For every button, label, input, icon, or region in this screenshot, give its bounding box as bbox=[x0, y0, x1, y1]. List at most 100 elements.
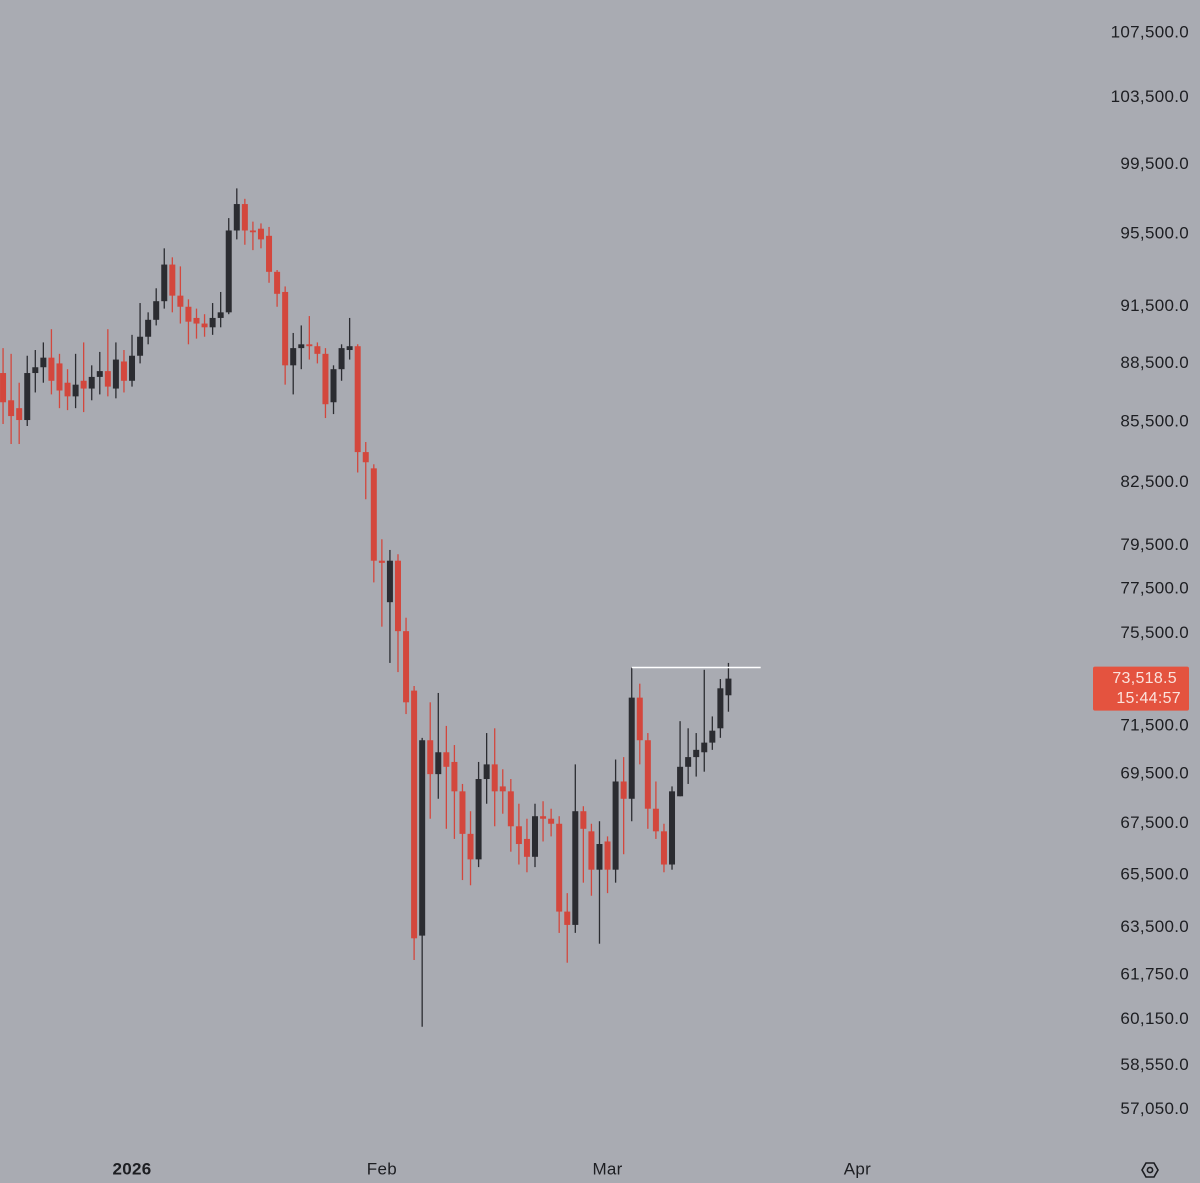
candle-body bbox=[644, 740, 651, 809]
x-tick-label: Apr bbox=[844, 1159, 871, 1178]
y-tick-label: 88,500.0 bbox=[1120, 353, 1189, 372]
candle-body bbox=[72, 384, 79, 397]
price-label: 73,518.5 bbox=[1112, 670, 1177, 687]
y-tick-label: 77,500.0 bbox=[1120, 578, 1189, 597]
candle-body bbox=[572, 811, 579, 925]
candle-body bbox=[378, 560, 385, 563]
candle-body bbox=[435, 752, 442, 775]
candle-body bbox=[548, 818, 555, 824]
candle-body bbox=[0, 373, 7, 403]
candle-body bbox=[620, 781, 627, 799]
candle-body bbox=[314, 346, 321, 354]
candle-body bbox=[40, 357, 47, 368]
candle-body bbox=[523, 838, 530, 857]
y-tick-label: 75,500.0 bbox=[1120, 623, 1189, 642]
candle-body bbox=[467, 833, 474, 860]
candle-body bbox=[120, 361, 127, 381]
x-tick-label: 2026 bbox=[113, 1159, 152, 1178]
candle-body bbox=[685, 757, 692, 767]
candle-body bbox=[532, 816, 539, 857]
y-tick-label: 67,500.0 bbox=[1120, 813, 1189, 832]
candle-body bbox=[386, 560, 393, 603]
candle-body bbox=[153, 301, 160, 320]
candle-body bbox=[725, 678, 732, 696]
y-tick-label: 69,500.0 bbox=[1120, 764, 1189, 783]
candle-body bbox=[491, 764, 498, 792]
candle-body bbox=[161, 264, 168, 302]
candle-body bbox=[346, 346, 353, 351]
candle-body bbox=[298, 344, 305, 349]
candle-body bbox=[257, 228, 264, 240]
candle-body bbox=[64, 382, 71, 397]
candle-body bbox=[443, 752, 450, 767]
y-tick-label: 95,500.0 bbox=[1120, 224, 1189, 243]
candle-body bbox=[249, 230, 256, 233]
candle-body bbox=[209, 317, 216, 328]
x-tick-label: Feb bbox=[367, 1159, 397, 1178]
candle-body bbox=[201, 323, 208, 328]
candle-body bbox=[24, 373, 31, 421]
y-tick-label: 107,500.0 bbox=[1111, 22, 1189, 41]
candle-body bbox=[556, 823, 563, 912]
candle-body bbox=[282, 291, 289, 366]
y-tick-label: 99,500.0 bbox=[1120, 154, 1189, 173]
y-tick-label: 91,500.0 bbox=[1120, 296, 1189, 315]
candle-body bbox=[129, 355, 136, 381]
candle-body bbox=[499, 786, 506, 792]
y-tick-label: 58,550.0 bbox=[1120, 1055, 1189, 1074]
candle-body bbox=[330, 369, 337, 403]
y-tick-label: 79,500.0 bbox=[1120, 535, 1189, 554]
candle-body bbox=[628, 697, 635, 799]
candle-body bbox=[580, 811, 587, 829]
candle-body bbox=[588, 831, 595, 870]
y-tick-label: 71,500.0 bbox=[1120, 715, 1189, 734]
candle-body bbox=[717, 688, 724, 729]
candle-body bbox=[48, 357, 55, 381]
candle-body bbox=[8, 400, 15, 417]
candle-body bbox=[403, 631, 410, 703]
candle-body bbox=[636, 697, 643, 741]
candle-body bbox=[459, 791, 466, 834]
candle-body bbox=[217, 312, 224, 318]
candle-body bbox=[88, 376, 95, 389]
candle-body bbox=[604, 841, 611, 870]
candle-body bbox=[419, 740, 426, 936]
candle-body bbox=[225, 230, 232, 313]
candle-body bbox=[540, 816, 547, 819]
y-tick-label: 63,500.0 bbox=[1120, 917, 1189, 936]
candle-body bbox=[354, 346, 361, 453]
candle-body bbox=[483, 764, 490, 780]
candle-body bbox=[669, 791, 676, 865]
candle-body bbox=[394, 560, 401, 632]
candle-body bbox=[193, 317, 200, 324]
candle-body bbox=[169, 264, 176, 296]
candle-body bbox=[652, 808, 659, 832]
y-tick-label: 61,750.0 bbox=[1120, 965, 1189, 984]
settings-hexagon[interactable] bbox=[1141, 1162, 1159, 1178]
candle-body bbox=[322, 353, 329, 405]
candle-body bbox=[475, 779, 482, 860]
candle-body bbox=[507, 791, 514, 827]
candle-body bbox=[241, 204, 248, 231]
candle-body bbox=[177, 295, 184, 307]
candle-body bbox=[290, 348, 297, 366]
candle-body bbox=[427, 740, 434, 775]
candle-body bbox=[137, 336, 144, 356]
candle-body bbox=[266, 235, 273, 272]
candle-body bbox=[411, 690, 418, 939]
price-label-box bbox=[1093, 666, 1189, 711]
y-tick-label: 60,150.0 bbox=[1120, 1009, 1189, 1028]
settings-icon[interactable] bbox=[1141, 1162, 1159, 1178]
y-tick-label: 82,500.0 bbox=[1120, 472, 1189, 491]
candle-body bbox=[274, 271, 281, 294]
candle-body bbox=[80, 380, 87, 389]
candle-body bbox=[612, 781, 619, 870]
candle-body bbox=[701, 742, 708, 753]
settings-dot[interactable] bbox=[1146, 1166, 1154, 1174]
candle-body bbox=[338, 348, 345, 370]
candle-body bbox=[362, 452, 369, 463]
candle-body bbox=[596, 844, 603, 870]
candle-body bbox=[145, 319, 152, 337]
